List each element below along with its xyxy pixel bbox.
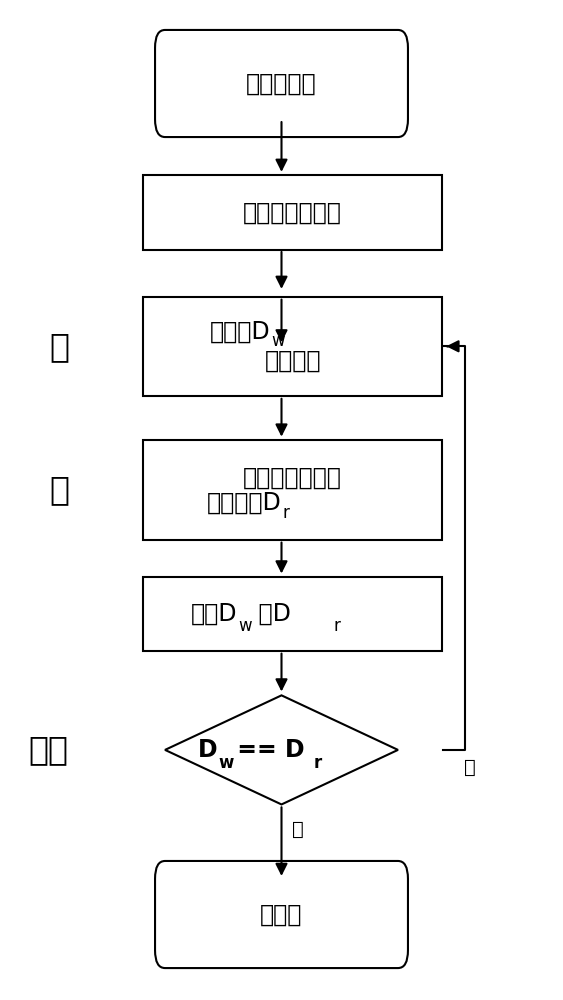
Bar — [143, 577, 443, 651]
Bar — [143, 297, 443, 396]
Text: w: w — [271, 332, 285, 350]
Text: 读: 读 — [50, 474, 70, 507]
Polygon shape — [165, 695, 398, 804]
Text: r: r — [283, 504, 289, 522]
Text: r: r — [333, 617, 340, 635]
Bar — [143, 440, 443, 540]
Text: 写高速缓存: 写高速缓存 — [246, 71, 317, 95]
Text: 写完成: 写完成 — [260, 903, 303, 927]
Text: == D: == D — [229, 738, 305, 762]
Text: 读出通过错误校: 读出通过错误校 — [243, 466, 342, 490]
Text: D: D — [198, 738, 218, 762]
Text: 是: 是 — [292, 820, 304, 839]
Text: 写: 写 — [50, 330, 70, 363]
Text: w: w — [238, 617, 252, 635]
FancyBboxPatch shape — [155, 30, 408, 137]
Text: 验后数据D: 验后数据D — [207, 491, 282, 515]
Text: 生成错误校验码: 生成错误校验码 — [243, 200, 342, 224]
Text: 和校验码: 和校验码 — [265, 349, 321, 373]
Bar — [143, 175, 443, 250]
Text: 和D: 和D — [251, 602, 291, 626]
Text: w: w — [219, 754, 234, 772]
Text: 否: 否 — [464, 758, 476, 777]
Text: r: r — [314, 754, 322, 772]
Text: 判断D: 判断D — [191, 602, 237, 626]
FancyBboxPatch shape — [155, 861, 408, 968]
Text: 校验: 校验 — [29, 733, 69, 766]
Text: 写数据D: 写数据D — [210, 319, 270, 343]
